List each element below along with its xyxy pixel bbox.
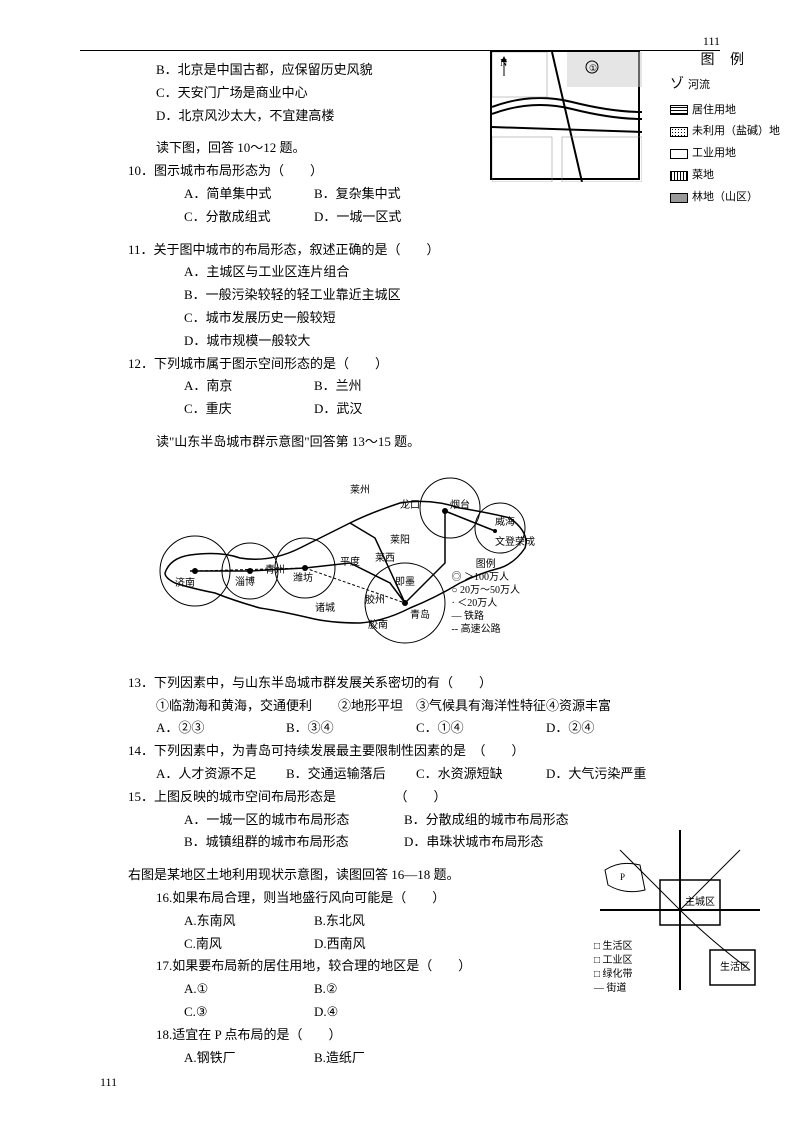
q12-opts-ab: A．南京B．兰州 [100,376,720,397]
svg-text:①: ① [589,63,597,73]
legend2: 图例 ◎ ＞100万人 ○ 20万～50万人 · ＜20万人 — 铁路 -- 高… [451,558,520,636]
legend-title: 图 例 [701,50,751,72]
q12-opts-cd: C．重庆D．武汉 [100,399,720,420]
q15-stem: 15．上图反映的城市空间布局形态是 （ ） [100,787,720,808]
q14-stem: 14．下列因素中，为青岛可持续发展最主要限制性因素的是 （ ） [100,741,720,762]
prompt-13-15: 读"山东半岛城市群示意图"回答第 13～15 题。 [100,432,720,453]
figure-shandong-map: 莱州 龙口 烟台 威海 文登荣成 济南 淄博 青州 潍坊 平度 莱西 莱阳 即墨… [150,463,550,663]
q18-stem: 18.适宜在 P 点布局的是（ ） [100,1025,720,1046]
q11-c: C．城市发展历史一般较短 [100,308,720,329]
page-number-top: 111 [703,32,720,51]
figure-city-layout: N ① 图 例 ゾ河流 居住用地 未利用（盐碱）地 工业用地 菜地 [490,50,770,220]
q18-ab: A.钢铁厂B.造纸厂 [100,1048,720,1069]
q11-a: A．主城区与工业区连片组合 [100,262,720,283]
q14-opts: A．人才资源不足B．交通运输落后C．水资源短缺D．大气污染严重 [100,764,720,785]
q11-b: B．一般污染较轻的轻工业靠近主城区 [100,285,720,306]
q17-cd: C.③D.④ [100,1002,720,1023]
figure-landuse: P □ 生活区 □ 工业区 □ 绿化带 — 街道 主城区 生活区 [590,820,770,1000]
q12-stem: 12．下列城市属于图示空间形态的是（ ） [100,354,720,375]
legend-box: ゾ河流 居住用地 未利用（盐碱）地 工业用地 菜地 林地（山区） [670,72,780,209]
q11-d: D．城市规模一般较大 [100,331,720,352]
q13-opts: A．②③B．③④C．①④D．②④ [100,718,720,739]
svg-text:P: P [620,872,625,882]
q13-sub: ①临渤海和黄海，交通便利 ②地形平坦 ③气候具有海洋性特征④资源丰富 [100,696,720,717]
q11-stem: 11．关于图中城市的布局形态，叙述正确的是（ ） [100,240,720,261]
page-number-bottom: 111 [100,1073,117,1092]
q13-stem: 13．下列因素中，与山东半岛城市群发展关系密切的有（ ） [100,673,720,694]
